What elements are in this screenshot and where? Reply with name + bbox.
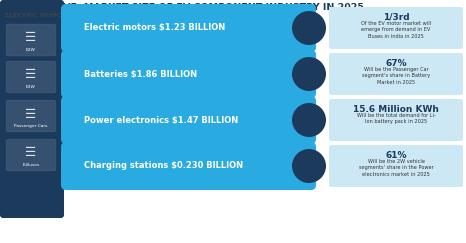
FancyBboxPatch shape [61, 4, 316, 52]
Text: ☰: ☰ [25, 32, 37, 44]
Text: Passenger Cars: Passenger Cars [14, 124, 48, 128]
FancyBboxPatch shape [329, 99, 463, 141]
Text: ☰: ☰ [25, 107, 37, 121]
Text: 67%: 67% [385, 59, 407, 68]
Text: 1/3rd: 1/3rd [383, 13, 409, 22]
FancyBboxPatch shape [6, 61, 56, 93]
Text: ☰: ☰ [25, 147, 37, 159]
Text: PERSPECTIVE: MARKET SIZE OF EV COMPONENT INDUSTRY IN 2025: PERSPECTIVE: MARKET SIZE OF EV COMPONENT… [5, 3, 364, 12]
Text: Electric motors $1.23 BILLION: Electric motors $1.23 BILLION [84, 24, 225, 33]
Text: E-Buses: E-Buses [22, 163, 40, 167]
FancyBboxPatch shape [329, 7, 463, 49]
Text: Power electronics $1.47 BILLION: Power electronics $1.47 BILLION [84, 115, 238, 124]
Text: Of the EV motor market will
emerge from demand in EV
Buses in India in 2025: Of the EV motor market will emerge from … [361, 21, 431, 39]
Text: ELECTRIC VEHICLE VALUE CHAIN IN INDIA IS EXPECTED TO REACH  $4.8 BILLION IN 2025: ELECTRIC VEHICLE VALUE CHAIN IN INDIA IS… [5, 13, 315, 18]
FancyBboxPatch shape [0, 0, 64, 218]
Text: Batteries $1.86 BILLION: Batteries $1.86 BILLION [84, 69, 197, 78]
Text: Charging stations $0.230 BILLION: Charging stations $0.230 BILLION [84, 162, 243, 171]
FancyBboxPatch shape [6, 139, 56, 171]
Text: ☰: ☰ [25, 69, 37, 81]
FancyBboxPatch shape [61, 142, 316, 190]
Text: Will be the total demand for Li-
Ion battery pack in 2025: Will be the total demand for Li- Ion bat… [356, 113, 435, 124]
Text: E2W: E2W [26, 48, 36, 52]
Circle shape [292, 57, 326, 91]
FancyBboxPatch shape [61, 50, 316, 98]
Circle shape [292, 11, 326, 45]
Text: 61%: 61% [385, 151, 407, 160]
FancyBboxPatch shape [6, 100, 56, 132]
Text: Will be the Passenger Car
segment's share in Battery
Market in 2025: Will be the Passenger Car segment's shar… [362, 67, 430, 85]
FancyBboxPatch shape [6, 24, 56, 56]
Text: KEY TRENDS: KEY TRENDS [370, 22, 420, 28]
Text: 15.6 Million KWh: 15.6 Million KWh [353, 105, 439, 114]
FancyBboxPatch shape [329, 145, 463, 187]
Text: E3W: E3W [26, 85, 36, 89]
FancyBboxPatch shape [61, 96, 316, 144]
FancyBboxPatch shape [329, 53, 463, 95]
Circle shape [292, 103, 326, 137]
Circle shape [292, 149, 326, 183]
Text: Will be the 2W vehicle
segments' share in the Power
electronics market in 2025: Will be the 2W vehicle segments' share i… [359, 159, 433, 177]
